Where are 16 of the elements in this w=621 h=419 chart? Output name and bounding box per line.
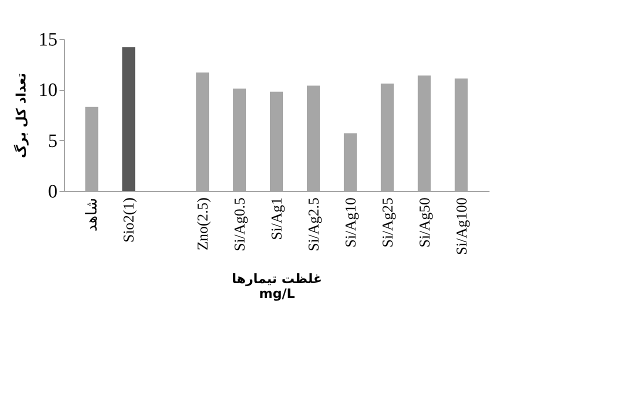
x-tick-label: Sio2(1)	[122, 197, 138, 242]
x-tick-label: Si/Ag2.5	[306, 198, 322, 252]
y-tick-label: 0	[48, 182, 58, 202]
x-tick-label: شاهد	[84, 198, 101, 232]
x-tick-label: Si/Ag10	[343, 198, 360, 248]
y-axis-title: تعداد کل برگ	[14, 72, 30, 158]
x-tick-label: Si/Ag50	[417, 198, 434, 248]
x-tick-label: Si/Ag100	[454, 198, 470, 256]
y-tick-label: 5	[48, 130, 58, 152]
x-tick-label: Si/Ag0.5	[232, 198, 249, 252]
y-tick-label: 10	[38, 80, 58, 102]
x-tick-label: Si/Ag1	[270, 198, 286, 240]
bar	[122, 47, 136, 191]
y-tick-label: 15	[38, 30, 58, 50]
x-tick-label: Si/Ag25	[380, 198, 396, 248]
x-tick-label: Zno(2.5)	[196, 198, 212, 250]
